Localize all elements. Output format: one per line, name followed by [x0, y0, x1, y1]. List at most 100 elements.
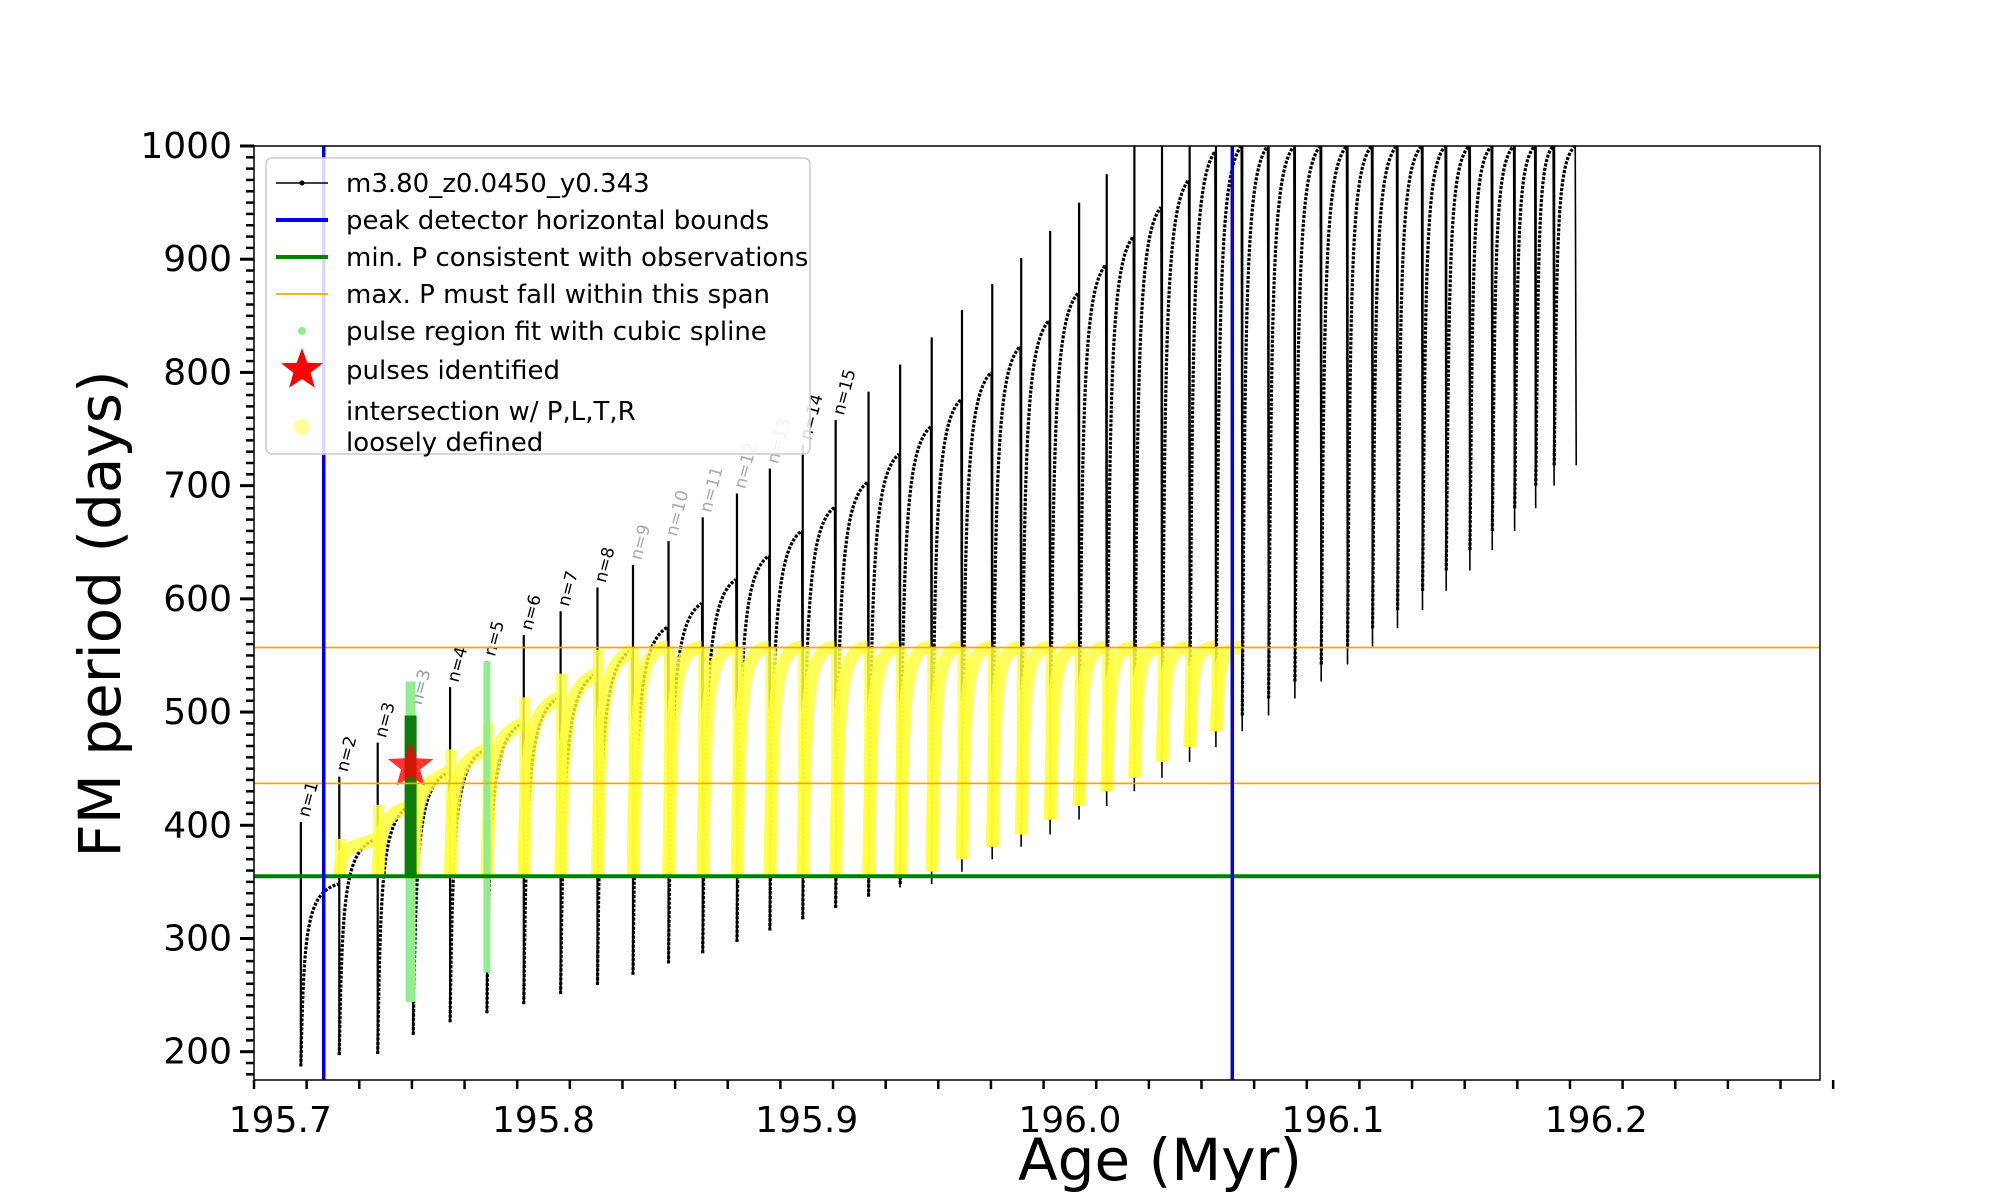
pulse-cycle — [955, 310, 994, 860]
intersection-arc — [662, 641, 703, 877]
pulse-label: n=3 — [371, 700, 400, 740]
legend-label: intersection w/ P,L,T,R — [346, 397, 636, 427]
y-tick-label: 1000 — [140, 126, 232, 167]
x-axis-label: Age (Myr) — [1018, 1126, 1302, 1194]
pulse-cycle: n=10 — [662, 488, 704, 964]
y-tick-label: 900 — [163, 239, 232, 280]
legend-label: pulse region fit with cubic spline — [346, 317, 767, 347]
pulse-track — [631, 625, 669, 975]
intersection-arc — [862, 641, 900, 877]
pulse-track — [1188, 150, 1217, 748]
pulse-track — [1293, 146, 1322, 682]
y-tick-label: 800 — [163, 352, 232, 393]
pulse-label: n=4 — [444, 645, 473, 685]
pulse-track — [299, 882, 339, 1067]
intersection-arc — [371, 798, 415, 877]
intersection-arc — [985, 641, 1021, 847]
intersection-arc — [1100, 641, 1134, 792]
pulse-cycle: n=15 — [829, 367, 870, 908]
pulse-track — [522, 695, 561, 1005]
intersection-arc — [554, 667, 600, 877]
intersection-arc — [955, 641, 992, 860]
pulse-cycle — [1420, 146, 1448, 591]
pulse-cycle: n=7 — [554, 569, 600, 994]
pulse-track — [1552, 146, 1577, 466]
intersection-arc — [332, 832, 379, 877]
pulse-track — [1019, 319, 1051, 835]
legend-label: max. P must fall within this span — [346, 280, 770, 310]
pulse-track — [1395, 146, 1423, 611]
x-tick-label: 195.8 — [492, 1100, 595, 1141]
legend-entry: max. P must fall within this span — [276, 280, 770, 310]
pulse-label: n=15 — [829, 367, 860, 417]
y-tick-label: 300 — [163, 918, 232, 959]
legend-box — [265, 157, 811, 455]
pulse-cycle — [1468, 146, 1494, 551]
pulse-cycle — [1240, 146, 1270, 716]
x-tick-label: 196.0 — [1018, 1100, 1121, 1141]
pulse-track — [1319, 146, 1348, 665]
pulse-cycle — [1370, 146, 1399, 629]
pulse-track — [1444, 146, 1471, 571]
pulse-track — [376, 803, 413, 1054]
axes-frame: 200 300 400 500 600 700 800 900 1000 195.7 195.8 19… — [140, 126, 1835, 1141]
x-tick-label: 195.9 — [755, 1100, 858, 1141]
pulse-cycle: n=9 — [626, 522, 670, 975]
pulse-track — [1132, 206, 1163, 778]
pulse-cycle: n=14 — [796, 392, 837, 920]
legend-swatch — [298, 327, 306, 335]
pulse-cycle: n=2 — [332, 734, 379, 1056]
pulse-cycle — [1444, 146, 1471, 571]
pulse-track — [1420, 146, 1447, 591]
intersection-arc — [893, 641, 932, 877]
pulse-track — [1240, 146, 1269, 716]
pulse-label: n=1 — [294, 779, 323, 819]
y-tick-label: 500 — [163, 692, 232, 733]
y-tick-label: 200 — [163, 1032, 232, 1073]
y-tick-label: 600 — [163, 579, 232, 620]
pulse-track — [1534, 146, 1555, 486]
legend-entry: pulse region fit with cubic spline — [298, 317, 767, 347]
pulse-track — [1370, 146, 1398, 629]
intersection-arc — [1209, 641, 1242, 732]
intersection-arc — [730, 641, 770, 877]
legend-label: m3.80_z0.0450_y0.343 — [346, 169, 650, 199]
x-tick-label: 196.1 — [1282, 1100, 1385, 1141]
pulse-track — [1513, 146, 1536, 509]
pulse-track — [1267, 146, 1296, 699]
pulse-track — [1490, 146, 1515, 531]
intersection-arc — [1043, 641, 1079, 820]
pulse-cycle — [1534, 146, 1555, 486]
pulse-label: n=2 — [333, 734, 362, 774]
intersection-arc — [590, 644, 636, 877]
pulse-cycle: n=6 — [517, 593, 563, 1005]
pulse-track — [1345, 146, 1373, 647]
y-tick-label: 400 — [163, 805, 232, 846]
intersection-arc — [796, 641, 836, 877]
pulse-track — [1468, 146, 1493, 551]
pulse-cycle — [1345, 146, 1374, 647]
pulse-label: n=7 — [554, 569, 583, 609]
intersection-arc — [443, 743, 489, 877]
legend-label: peak detector horizontal bounds — [346, 206, 769, 236]
pulse-cycle — [1209, 146, 1244, 732]
pulse-label: n=10 — [662, 488, 693, 538]
pulse-cycle — [1319, 146, 1349, 665]
intersection-arc — [517, 691, 563, 877]
intersection-arc — [626, 641, 669, 877]
intersection-arc — [925, 641, 962, 872]
intersection-arc — [1127, 641, 1162, 778]
pulse-label: n=11 — [696, 464, 727, 514]
intersection-arc — [480, 717, 526, 877]
pulse-track — [337, 837, 378, 1056]
pulse-cycle: n=1 — [294, 779, 340, 1067]
legend-label: pulses identified — [346, 356, 560, 386]
pulse-track — [1048, 292, 1080, 820]
legend-label: min. P consistent with observations — [346, 243, 808, 273]
pulse-label: n=8 — [591, 545, 620, 585]
pulse-cycle — [1513, 146, 1537, 509]
pulse-label: n=5 — [480, 619, 509, 659]
intersection-arc — [406, 766, 452, 877]
